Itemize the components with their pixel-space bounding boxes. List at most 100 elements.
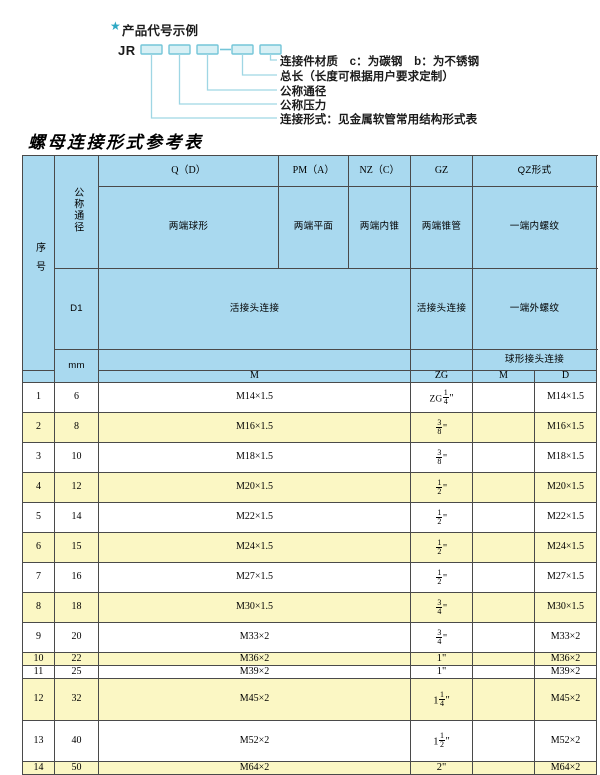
header-bore: 公称通径 bbox=[54, 155, 99, 269]
header-bore-unit: mm bbox=[54, 349, 99, 383]
cell-thread-m: M39×2 bbox=[98, 664, 411, 679]
callout-nominal-bore: 公称通径 bbox=[280, 86, 327, 98]
cell-qz-m bbox=[472, 651, 535, 666]
header-unit-qz-d: D bbox=[534, 370, 597, 383]
cell-qz-m bbox=[472, 381, 535, 413]
cell-gz-zg: 1 2 " bbox=[410, 471, 473, 503]
table-title: 螺母连接形式参考表 bbox=[28, 133, 204, 152]
cell-index: 4 bbox=[22, 471, 55, 503]
cell-thread-m: M22×1.5 bbox=[98, 501, 411, 533]
header-row-desc1: 两端球形 两端平面 两端内锥 两端锥管 一端内螺纹 一端内螺纹活接头 bbox=[23, 186, 597, 269]
cell-thread-m: M30×1.5 bbox=[98, 591, 411, 623]
cell-gz-zg: 1" bbox=[410, 651, 473, 666]
cell-qz-d: M14×1.5 bbox=[534, 381, 597, 413]
cell-gz-zg: 3 4 " bbox=[410, 621, 473, 653]
header-desc3-qz: 球形接头连接 bbox=[472, 349, 597, 372]
callout-connection-type: 连接形式：见金属软管常用结构形式表 bbox=[280, 114, 478, 126]
cell-index: 8 bbox=[22, 591, 55, 623]
header-row-codes: 序号 公称通径 Q（D） PM（A） NZ（C） GZ QZ形式 QG形式 bbox=[22, 154, 597, 372]
cell-bore: 18 bbox=[54, 591, 99, 623]
cell-qz-m bbox=[472, 761, 535, 775]
cell-qz-d: M24×1.5 bbox=[534, 531, 597, 563]
cell-gz-zg: 1 2 " bbox=[410, 531, 473, 563]
cell-bore: 10 bbox=[54, 441, 99, 473]
spec-table-container: 序号 公称通径 Q（D） PM（A） NZ（C） GZ QZ形式 QG形式 两端… bbox=[22, 154, 597, 775]
header-row-desc2: D1 活接头连接 活接头连接 一端外螺纹 一端锥管螺纹接头 bbox=[23, 267, 597, 351]
cell-qz-m bbox=[472, 664, 535, 679]
cell-qz-d: M64×2 bbox=[534, 761, 597, 775]
header-group-pma: PM（A） bbox=[278, 154, 349, 188]
diagram-title: 产品代号示例 bbox=[122, 24, 199, 38]
cell-thread-m: M18×1.5 bbox=[98, 441, 411, 473]
header-group-nzc: NZ（C） bbox=[348, 154, 411, 188]
cell-qz-d: M33×2 bbox=[534, 621, 597, 653]
cell-index: 14 bbox=[22, 761, 55, 775]
cell-gz-zg: 3 8 " bbox=[410, 411, 473, 443]
cell-gz-zg: 1 1 2 " bbox=[410, 719, 473, 763]
callout-nominal-pressure: 公称压力 bbox=[280, 100, 327, 112]
cell-qz-m bbox=[472, 591, 535, 623]
callout-total-length: 总长（长度可根据用户要求定制） bbox=[280, 71, 454, 83]
cell-gz-zg: 2" bbox=[410, 761, 473, 775]
cell-bore: 8 bbox=[54, 411, 99, 443]
header-desc1-pma: 两端平面 bbox=[278, 186, 349, 269]
cell-thread-m: M45×2 bbox=[98, 677, 411, 721]
cell-gz-zg: 1" bbox=[410, 664, 473, 679]
cell-index: 12 bbox=[22, 677, 55, 721]
star-icon: ★ bbox=[110, 19, 121, 33]
cell-thread-m: M33×2 bbox=[98, 621, 411, 653]
cell-bore: 40 bbox=[54, 719, 99, 763]
header-group-qz: QZ形式 bbox=[472, 154, 597, 188]
header-group-qd: Q（D） bbox=[98, 154, 279, 188]
header-desc1-qz: 一端内螺纹 bbox=[472, 186, 597, 269]
cell-bore: 32 bbox=[54, 677, 99, 721]
cell-bore: 12 bbox=[54, 471, 99, 503]
cell-bore: 15 bbox=[54, 531, 99, 563]
product-code-diagram: ★ 产品代号示例 JR 连接件材质 c：为碳钢 b：为不锈钢 总长（长度可根据用… bbox=[0, 0, 600, 128]
cell-qz-m bbox=[472, 501, 535, 533]
header-desc1-gz: 两端锥管 bbox=[410, 186, 473, 269]
cell-index: 10 bbox=[22, 651, 55, 666]
cell-qz-m bbox=[472, 441, 535, 473]
cell-qz-d: M20×1.5 bbox=[534, 471, 597, 503]
header-desc1-nzc: 两端内锥 bbox=[348, 186, 411, 269]
cell-qz-d: M18×1.5 bbox=[534, 441, 597, 473]
cell-index: 2 bbox=[22, 411, 55, 443]
header-row-units: M ZG M D M ZG bbox=[22, 370, 597, 383]
header-index-blank bbox=[22, 370, 55, 383]
header-unit-qz-m: M bbox=[472, 370, 535, 383]
cell-index: 13 bbox=[22, 719, 55, 763]
cell-qz-m bbox=[472, 719, 535, 763]
cell-qz-d: M22×1.5 bbox=[534, 501, 597, 533]
cell-thread-m: M36×2 bbox=[98, 651, 411, 666]
cell-qz-m bbox=[472, 677, 535, 721]
cell-index: 3 bbox=[22, 441, 55, 473]
cell-thread-m: M64×2 bbox=[98, 761, 411, 775]
cell-gz-zg: 1 2 " bbox=[410, 501, 473, 533]
cell-thread-m: M16×1.5 bbox=[98, 411, 411, 443]
product-code-prefix: JR bbox=[118, 43, 136, 58]
cell-bore: 22 bbox=[54, 651, 99, 666]
header-index-label: 序号 bbox=[33, 242, 45, 281]
header-bore-label: 公称通径 bbox=[71, 187, 83, 234]
nut-connection-spec-table: 序号 公称通径 Q（D） PM（A） NZ（C） GZ QZ形式 QG形式 两端… bbox=[22, 154, 597, 775]
cell-index: 5 bbox=[22, 501, 55, 533]
cell-qz-d: M52×2 bbox=[534, 719, 597, 763]
header-index: 序号 bbox=[22, 154, 55, 372]
header-unit-gz-zg: ZG bbox=[410, 370, 473, 383]
cell-qz-d: M30×1.5 bbox=[534, 591, 597, 623]
cell-bore: 50 bbox=[54, 761, 99, 775]
header-desc3-gz bbox=[410, 349, 473, 372]
cell-bore: 20 bbox=[54, 621, 99, 653]
cell-qz-d: M39×2 bbox=[534, 664, 597, 679]
cell-index: 11 bbox=[22, 664, 55, 679]
